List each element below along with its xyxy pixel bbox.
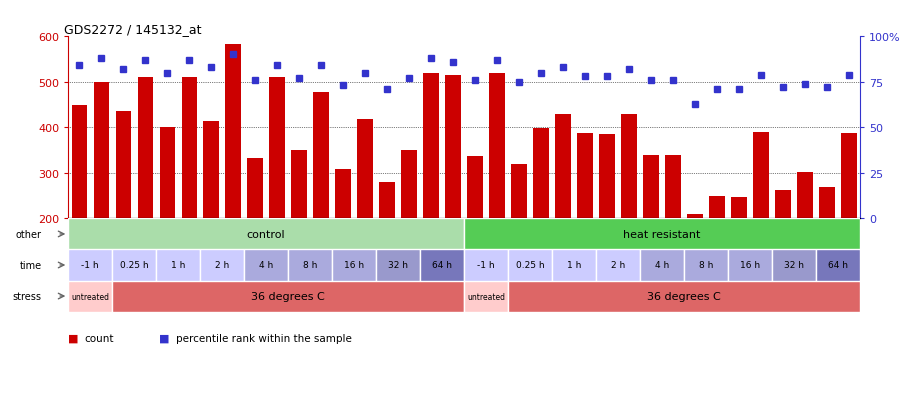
- Bar: [248, 159, 263, 219]
- FancyBboxPatch shape: [332, 250, 376, 281]
- FancyBboxPatch shape: [684, 250, 728, 281]
- Text: untreated: untreated: [467, 292, 505, 301]
- FancyBboxPatch shape: [244, 250, 288, 281]
- Bar: [600, 135, 615, 219]
- FancyBboxPatch shape: [420, 250, 464, 281]
- Text: 1 h: 1 h: [567, 261, 581, 270]
- Bar: [533, 129, 549, 219]
- FancyBboxPatch shape: [68, 281, 112, 312]
- Bar: [577, 133, 592, 219]
- Text: -1 h: -1 h: [81, 261, 99, 270]
- Text: 4 h: 4 h: [655, 261, 669, 270]
- Bar: [379, 183, 395, 219]
- Bar: [313, 93, 329, 219]
- FancyBboxPatch shape: [68, 250, 112, 281]
- Bar: [665, 155, 681, 219]
- FancyBboxPatch shape: [68, 219, 464, 250]
- Bar: [401, 151, 417, 219]
- Text: heat resistant: heat resistant: [623, 229, 701, 240]
- Text: time: time: [20, 260, 42, 271]
- Bar: [358, 120, 373, 219]
- Bar: [732, 197, 747, 219]
- Bar: [181, 78, 197, 219]
- Text: 32 h: 32 h: [784, 261, 804, 270]
- Text: 36 degrees C: 36 degrees C: [647, 291, 721, 301]
- Text: 2 h: 2 h: [215, 261, 229, 270]
- Bar: [753, 133, 769, 219]
- Bar: [511, 164, 527, 219]
- FancyBboxPatch shape: [640, 250, 684, 281]
- FancyBboxPatch shape: [772, 250, 816, 281]
- Bar: [116, 112, 131, 219]
- Text: ■: ■: [159, 333, 170, 343]
- Bar: [775, 190, 791, 219]
- Bar: [423, 74, 439, 219]
- Text: 64 h: 64 h: [432, 261, 452, 270]
- Bar: [643, 155, 659, 219]
- Text: 36 degrees C: 36 degrees C: [251, 291, 325, 301]
- Text: count: count: [85, 333, 114, 343]
- FancyBboxPatch shape: [464, 281, 508, 312]
- Bar: [159, 128, 175, 219]
- FancyBboxPatch shape: [112, 250, 157, 281]
- Bar: [204, 121, 219, 219]
- Bar: [468, 156, 483, 219]
- Bar: [841, 133, 856, 219]
- Text: 2 h: 2 h: [611, 261, 625, 270]
- FancyBboxPatch shape: [508, 250, 552, 281]
- FancyBboxPatch shape: [816, 250, 860, 281]
- FancyBboxPatch shape: [552, 250, 596, 281]
- FancyBboxPatch shape: [157, 250, 200, 281]
- Text: 1 h: 1 h: [171, 261, 186, 270]
- Text: control: control: [247, 229, 286, 240]
- Bar: [269, 78, 285, 219]
- Bar: [709, 196, 724, 219]
- Bar: [797, 172, 813, 219]
- FancyBboxPatch shape: [288, 250, 332, 281]
- Bar: [555, 114, 571, 219]
- Bar: [137, 78, 153, 219]
- Text: GDS2272 / 145132_at: GDS2272 / 145132_at: [65, 23, 202, 36]
- FancyBboxPatch shape: [728, 250, 772, 281]
- Text: 8 h: 8 h: [303, 261, 318, 270]
- Bar: [622, 114, 637, 219]
- Text: 16 h: 16 h: [344, 261, 364, 270]
- FancyBboxPatch shape: [508, 281, 860, 312]
- Bar: [687, 214, 703, 219]
- Bar: [336, 170, 351, 219]
- Text: ■: ■: [68, 333, 79, 343]
- FancyBboxPatch shape: [376, 250, 420, 281]
- Bar: [490, 74, 505, 219]
- Text: other: other: [15, 229, 42, 240]
- Bar: [72, 106, 87, 219]
- FancyBboxPatch shape: [596, 250, 640, 281]
- Text: 64 h: 64 h: [828, 261, 848, 270]
- FancyBboxPatch shape: [464, 219, 860, 250]
- Text: 32 h: 32 h: [389, 261, 408, 270]
- Text: 4 h: 4 h: [259, 261, 273, 270]
- Text: 16 h: 16 h: [740, 261, 760, 270]
- Text: 0.25 h: 0.25 h: [120, 261, 148, 270]
- Bar: [291, 151, 307, 219]
- Text: percentile rank within the sample: percentile rank within the sample: [176, 333, 351, 343]
- Bar: [819, 188, 834, 219]
- FancyBboxPatch shape: [112, 281, 464, 312]
- Text: 8 h: 8 h: [699, 261, 713, 270]
- Text: -1 h: -1 h: [477, 261, 495, 270]
- Text: 0.25 h: 0.25 h: [516, 261, 544, 270]
- Bar: [445, 76, 460, 219]
- FancyBboxPatch shape: [200, 250, 244, 281]
- Bar: [226, 45, 241, 219]
- Text: stress: stress: [13, 291, 42, 301]
- Bar: [94, 83, 109, 219]
- Text: untreated: untreated: [71, 292, 109, 301]
- FancyBboxPatch shape: [464, 250, 508, 281]
